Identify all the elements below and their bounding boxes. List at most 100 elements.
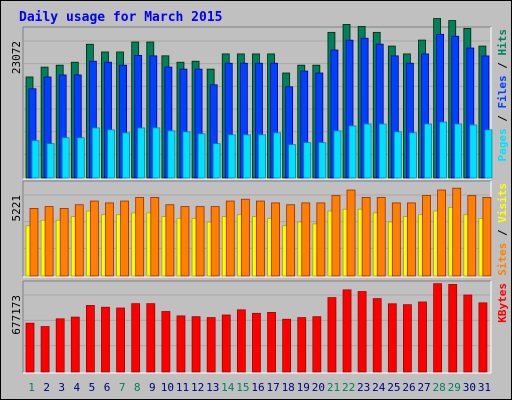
bar-kbytes-day-16 xyxy=(252,312,261,373)
bar-pages-day-13 xyxy=(212,143,221,179)
bar-sites-day-2 xyxy=(44,206,54,277)
bar-sites-day-25 xyxy=(391,202,401,277)
bar-sites-day-15 xyxy=(240,198,250,277)
bar-pages-day-27 xyxy=(424,123,432,179)
x-tick-label-day-17: 17 xyxy=(266,381,279,394)
x-tick-label-day-22: 22 xyxy=(342,381,355,394)
bar-sites-day-8 xyxy=(135,196,145,277)
x-tick-label-day-28: 28 xyxy=(433,381,446,394)
bar-pages-day-6 xyxy=(107,129,115,179)
bar-kbytes-day-20 xyxy=(312,316,322,373)
bar-sites-day-6 xyxy=(105,202,114,277)
bar-sites-day-11 xyxy=(180,206,190,277)
bar-sites-day-4 xyxy=(74,204,84,277)
bar-pages-day-12 xyxy=(197,133,206,179)
bar-sites-day-23 xyxy=(361,196,371,277)
bar-sites-day-17 xyxy=(271,202,280,277)
x-tick-label-day-16: 16 xyxy=(251,381,264,394)
x-tick-label-day-27: 27 xyxy=(417,381,430,394)
bar-pages-day-29 xyxy=(454,123,463,179)
bar-pages-day-31 xyxy=(484,129,493,179)
bar-kbytes-day-17 xyxy=(267,312,276,373)
bar-kbytes-day-28 xyxy=(433,283,443,373)
bar-sites-day-10 xyxy=(165,204,175,277)
bar-pages-day-15 xyxy=(242,134,251,179)
bar-pages-day-1 xyxy=(31,140,40,179)
bar-sites-day-22 xyxy=(346,189,356,277)
bar-kbytes-day-19 xyxy=(297,317,307,373)
max-value-label-middle: 5221 xyxy=(10,195,23,222)
x-tick-label-day-1: 1 xyxy=(28,381,35,394)
bar-pages-day-28 xyxy=(439,121,448,179)
x-tick-label-day-26: 26 xyxy=(402,381,415,394)
bar-kbytes-day-31 xyxy=(478,302,488,373)
bar-kbytes-day-14 xyxy=(221,314,231,373)
bar-kbytes-day-30 xyxy=(463,294,473,373)
bar-kbytes-day-27 xyxy=(418,301,427,373)
bar-kbytes-day-8 xyxy=(131,303,141,373)
bar-pages-day-9 xyxy=(152,127,161,179)
bar-kbytes-day-24 xyxy=(372,298,382,373)
x-tick-label-day-25: 25 xyxy=(387,381,400,394)
x-tick-label-day-18: 18 xyxy=(282,381,295,394)
x-tick-label-day-4: 4 xyxy=(74,381,81,394)
legend-item: KBytes xyxy=(496,283,509,323)
x-tick-label-day-14: 14 xyxy=(221,381,235,394)
bar-pages-day-25 xyxy=(393,131,402,179)
bar-sites-day-9 xyxy=(150,196,160,277)
bar-kbytes-day-5 xyxy=(85,305,95,373)
bar-pages-day-23 xyxy=(363,123,372,179)
bar-sites-day-5 xyxy=(89,200,99,277)
bar-pages-day-26 xyxy=(409,132,417,179)
x-tick-label-day-21: 21 xyxy=(327,381,340,394)
bar-kbytes-day-18 xyxy=(282,318,292,373)
bar-sites-day-13 xyxy=(210,206,220,277)
bar-kbytes-day-21 xyxy=(327,297,337,373)
x-tick-label-day-20: 20 xyxy=(312,381,325,394)
bar-pages-day-3 xyxy=(61,137,70,179)
x-tick-label-day-19: 19 xyxy=(297,381,310,394)
bar-pages-day-11 xyxy=(182,131,191,179)
x-tick-label-day-29: 29 xyxy=(448,381,461,394)
bar-kbytes-day-6 xyxy=(101,306,110,373)
bar-pages-day-21 xyxy=(333,130,342,179)
bar-pages-day-10 xyxy=(167,130,176,179)
x-tick-label-day-9: 9 xyxy=(149,381,156,394)
bar-sites-day-28 xyxy=(437,189,447,277)
bar-kbytes-day-4 xyxy=(70,316,80,373)
bar-pages-day-2 xyxy=(46,143,55,179)
bar-kbytes-day-13 xyxy=(206,317,216,373)
bar-pages-day-30 xyxy=(469,124,478,179)
x-tick-label-day-15: 15 xyxy=(236,381,249,394)
bar-sites-day-31 xyxy=(482,196,492,277)
chart-title: Daily usage for March 2015 xyxy=(19,10,223,25)
legend-item: Hits xyxy=(496,29,509,56)
x-tick-label-day-30: 30 xyxy=(463,381,476,394)
bar-kbytes-day-15 xyxy=(236,309,246,373)
x-tick-label-day-10: 10 xyxy=(161,381,174,394)
bar-kbytes-day-26 xyxy=(403,304,412,373)
bar-pages-day-14 xyxy=(227,134,236,179)
bar-kbytes-day-9 xyxy=(146,303,156,373)
legend-item: / xyxy=(496,56,509,76)
x-tick-label-day-23: 23 xyxy=(357,381,370,394)
bar-pages-day-7 xyxy=(122,132,130,179)
legend-item: Files xyxy=(496,75,509,108)
bar-pages-day-4 xyxy=(76,137,85,179)
legend-bottom: KBytes xyxy=(496,283,509,323)
bar-sites-day-27 xyxy=(422,195,431,277)
x-tick-label-day-12: 12 xyxy=(191,381,204,394)
bar-pages-day-16 xyxy=(258,134,266,179)
bar-kbytes-day-3 xyxy=(55,318,65,373)
bar-pages-day-19 xyxy=(303,142,312,179)
bar-pages-day-24 xyxy=(378,123,387,179)
bar-kbytes-day-2 xyxy=(40,326,50,373)
x-tick-label-day-24: 24 xyxy=(372,381,386,394)
legend-item: / xyxy=(496,109,509,129)
legend-item: Pages xyxy=(496,128,509,161)
bar-sites-day-3 xyxy=(59,208,69,277)
bar-kbytes-day-7 xyxy=(116,307,125,373)
x-tick-label-day-13: 13 xyxy=(206,381,219,394)
bar-kbytes-day-25 xyxy=(387,303,397,373)
